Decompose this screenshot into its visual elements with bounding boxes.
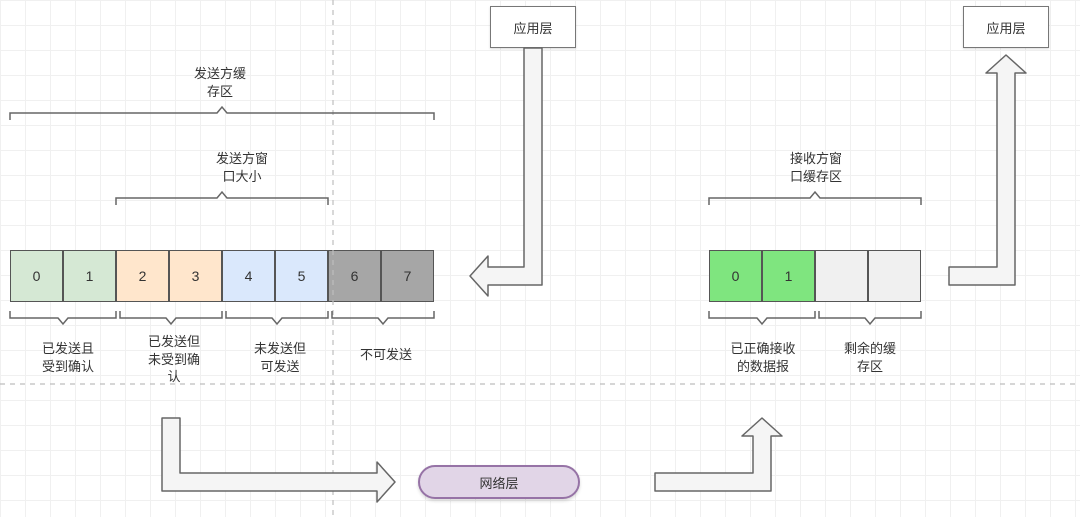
receiver-cell-0: 0 xyxy=(709,250,762,302)
app-layer-label-right: 应用层 xyxy=(986,18,1025,37)
receiver-cell-3 xyxy=(868,250,921,302)
network-layer-label: 网络层 xyxy=(479,473,518,492)
sender-cell-7: 7 xyxy=(381,250,434,302)
receiver-status-0: 已正确接收的数据报 xyxy=(708,340,818,375)
network-layer-pill: 网络层 xyxy=(418,465,580,499)
app-layer-label-left: 应用层 xyxy=(513,18,552,37)
app-layer-box-right: 应用层 xyxy=(963,6,1049,48)
sender-status-1: 已发送但未受到确认 xyxy=(124,333,224,386)
sender-cell-5: 5 xyxy=(275,250,328,302)
receiver-cell-1: 1 xyxy=(762,250,815,302)
sender-buffer-label: 发送方缓存区 xyxy=(155,65,285,100)
receiver-status-1: 剩余的缓存区 xyxy=(820,340,920,375)
sender-cell-6: 6 xyxy=(328,250,381,302)
sender-cell-0: 0 xyxy=(10,250,63,302)
sender-cell-3: 3 xyxy=(169,250,222,302)
sender-cell-4: 4 xyxy=(222,250,275,302)
sender-status-3: 不可发送 xyxy=(336,346,436,364)
receiver-window-label: 接收方窗口缓存区 xyxy=(756,150,876,185)
sender-window-label: 发送方窗口大小 xyxy=(192,150,292,185)
receiver-cell-2 xyxy=(815,250,868,302)
sender-status-0: 已发送且受到确认 xyxy=(18,340,118,375)
app-layer-box-left: 应用层 xyxy=(490,6,576,48)
sender-status-2: 未发送但可发送 xyxy=(230,340,330,375)
sender-cell-2: 2 xyxy=(116,250,169,302)
sender-cell-1: 1 xyxy=(63,250,116,302)
